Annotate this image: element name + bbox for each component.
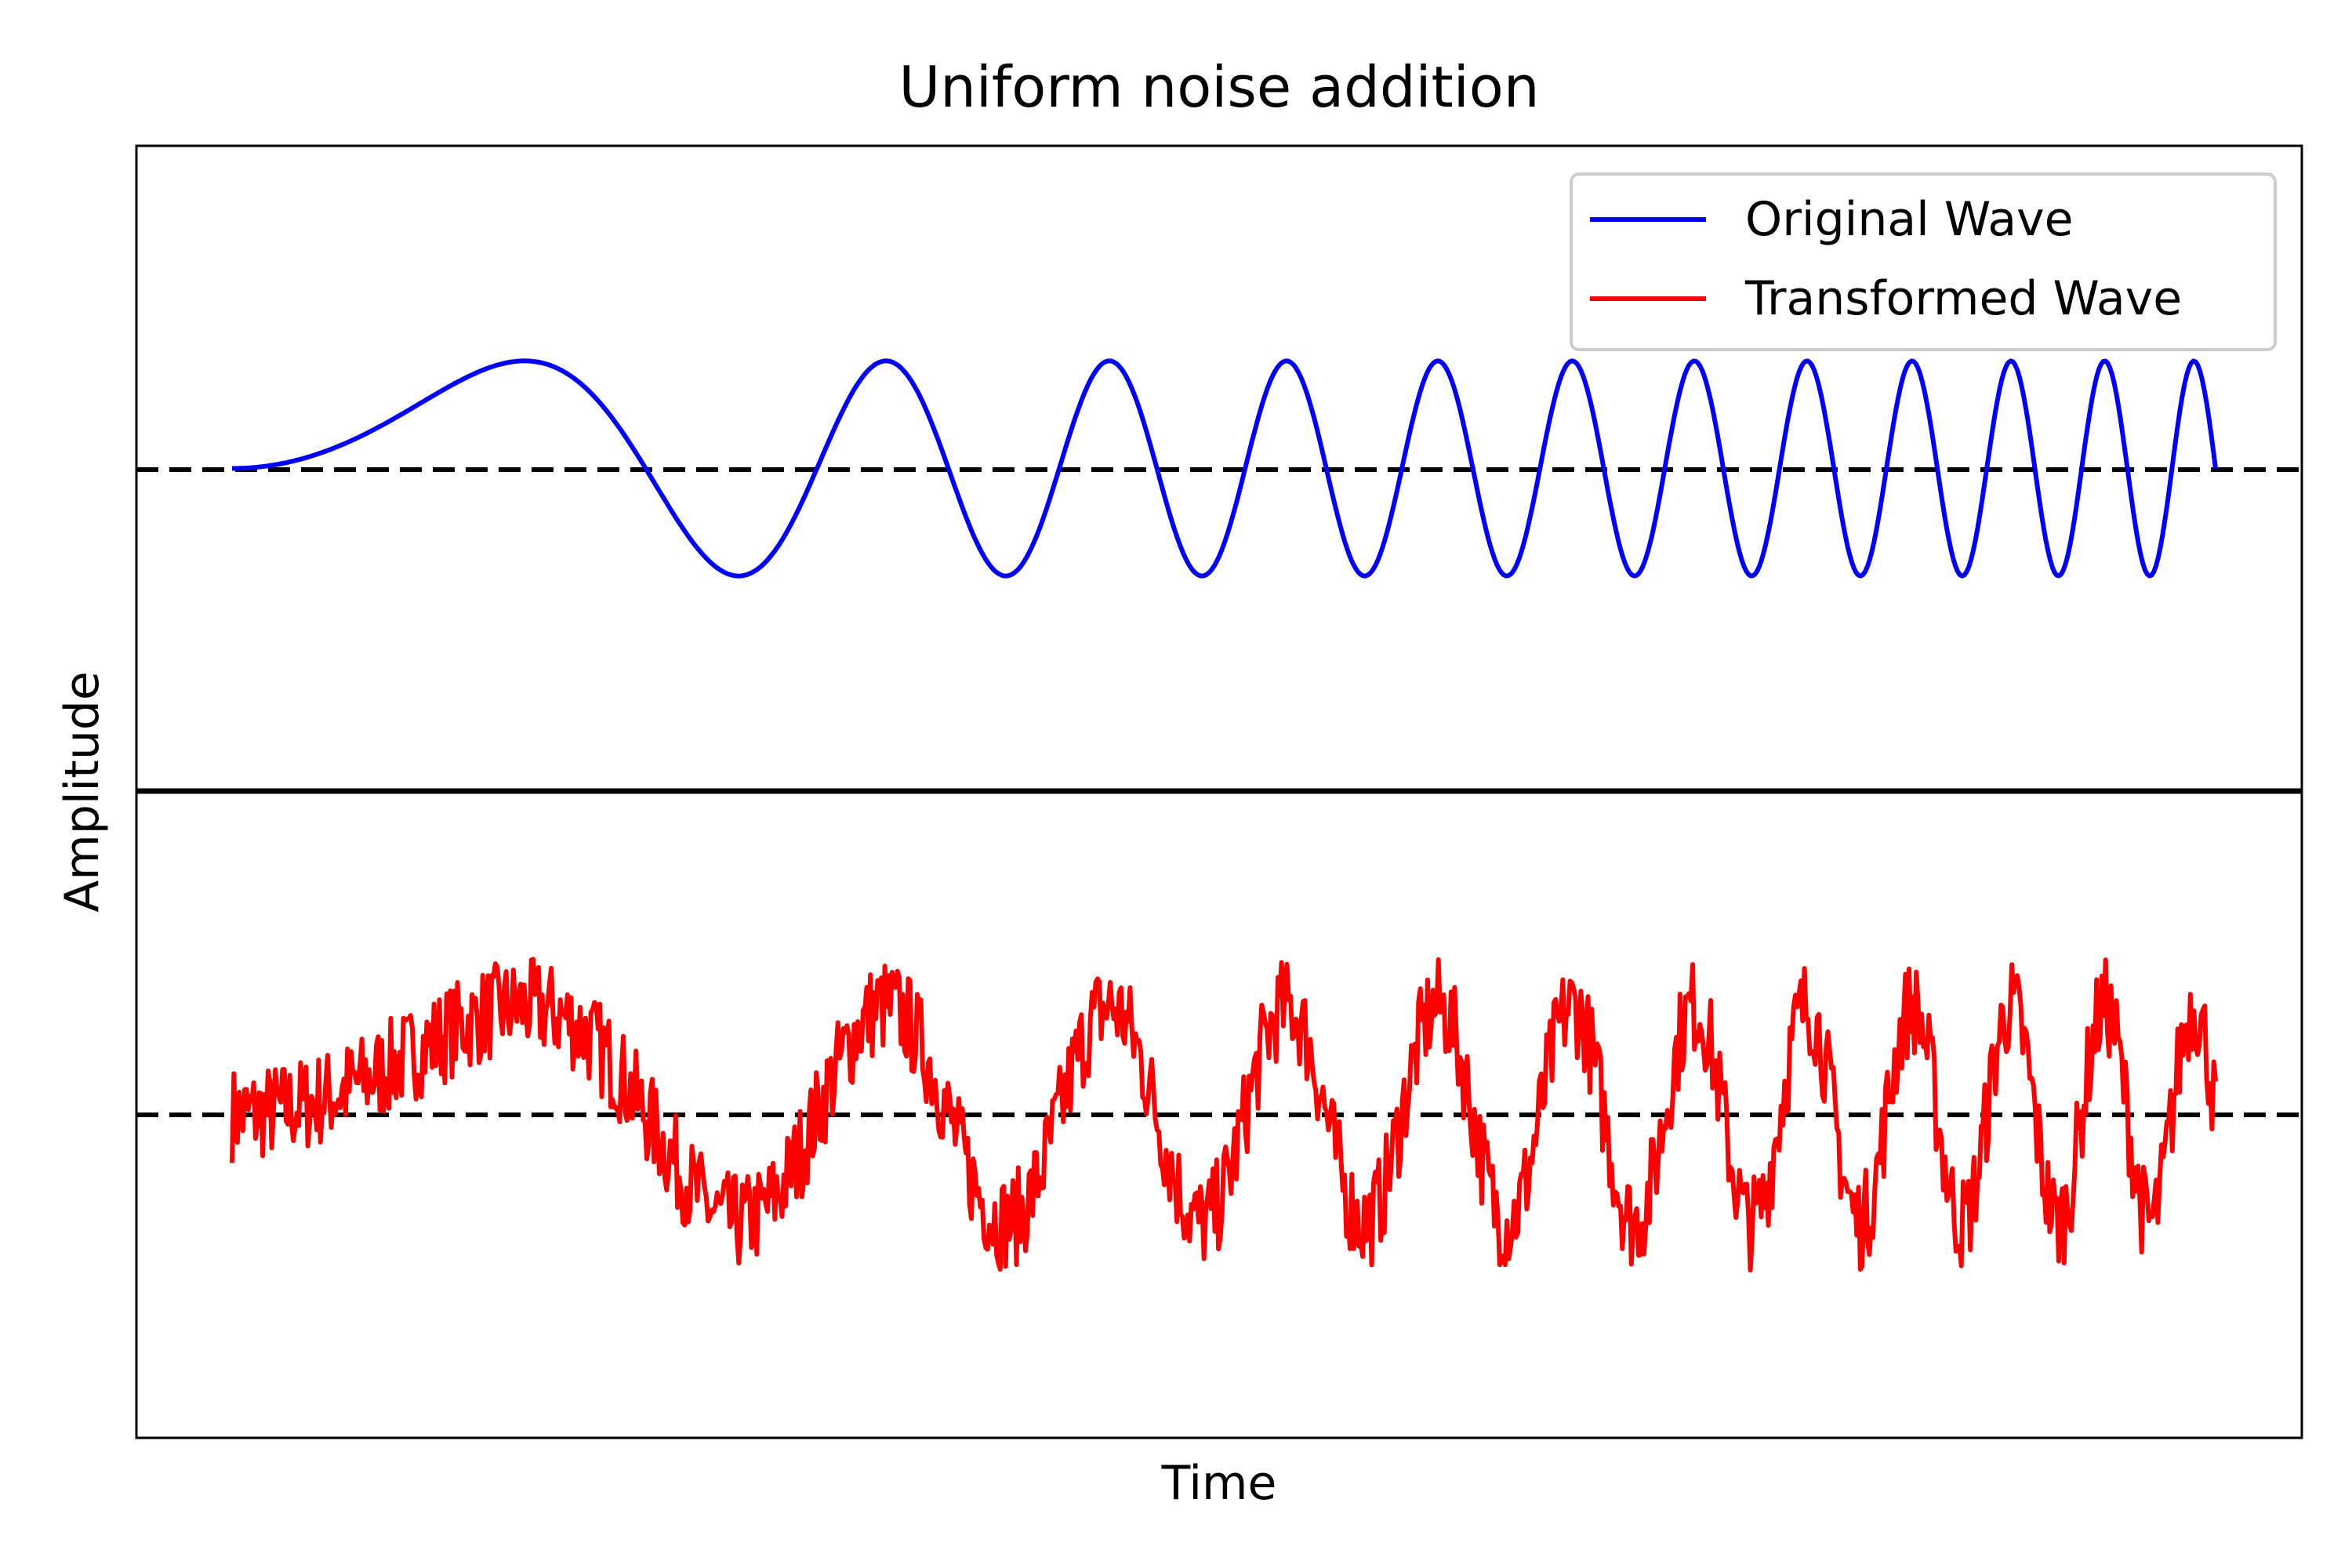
legend-label-transformed: Transformed Wave [1744, 271, 2182, 326]
original-wave-line [231, 358, 2218, 579]
x-axis-label: Time [1161, 1456, 1277, 1511]
legend-label-original: Original Wave [1745, 192, 2074, 247]
chart-title: Uniform noise addition [899, 54, 1540, 120]
bottom-panel-frame [135, 789, 2303, 1439]
y-axis-label: Amplitude [55, 671, 110, 912]
transformed-wave-line [230, 956, 2218, 1273]
legend-box [1570, 172, 2277, 351]
legend: Original Wave Transformed Wave [1570, 172, 2277, 351]
bottom-panel [135, 789, 2303, 1439]
